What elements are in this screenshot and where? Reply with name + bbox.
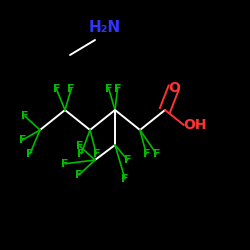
Text: F: F: [26, 149, 34, 159]
Text: F: F: [92, 149, 100, 159]
Text: F: F: [121, 174, 129, 184]
Text: OH: OH: [184, 118, 207, 132]
Text: F: F: [124, 155, 131, 165]
Text: F: F: [21, 111, 29, 121]
Text: F: F: [78, 149, 85, 159]
Text: F: F: [68, 84, 75, 94]
Text: F: F: [114, 84, 121, 94]
Text: F: F: [105, 84, 112, 94]
Text: F: F: [76, 141, 84, 151]
Text: O: O: [168, 80, 180, 94]
Text: F: F: [61, 159, 69, 169]
Text: F: F: [142, 149, 150, 159]
Text: F: F: [152, 149, 160, 159]
Text: F: F: [19, 135, 26, 145]
Text: H₂N: H₂N: [89, 20, 121, 35]
Text: F: F: [52, 84, 60, 94]
Text: F: F: [75, 170, 82, 180]
